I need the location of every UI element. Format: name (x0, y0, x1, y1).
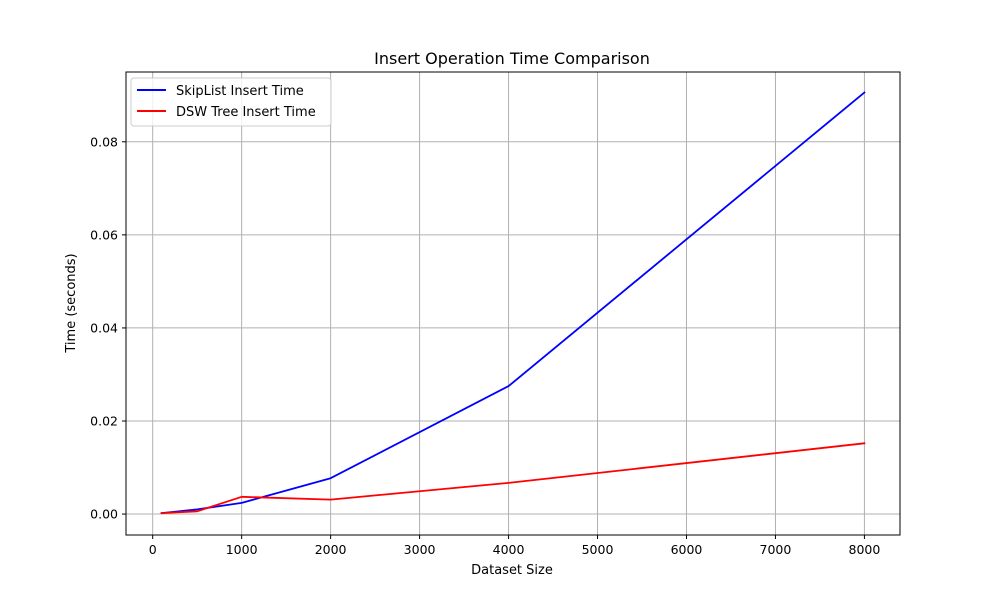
x-tick-label: 1000 (226, 542, 258, 557)
x-tick-label: 6000 (671, 542, 703, 557)
series-line-dsw-tree-insert-time (160, 442, 866, 515)
legend-label-dsw-tree: DSW Tree Insert Time (176, 105, 316, 120)
y-tick-label: 0.08 (90, 134, 118, 149)
x-tick-label: 8000 (849, 542, 881, 557)
y-tick-label: 0.00 (90, 507, 118, 522)
grid (126, 72, 900, 535)
y-tick-label: 0.06 (90, 227, 118, 242)
series-lines (160, 91, 866, 515)
x-tick-label: 0 (149, 542, 157, 557)
x-tick-label: 2000 (315, 542, 347, 557)
y-axis-label: Time (seconds) (64, 253, 79, 353)
y-tick-label: 0.04 (90, 320, 118, 335)
x-tick-label: 5000 (582, 542, 614, 557)
plot-area-frame (125, 71, 901, 536)
legend: SkipList Insert Time DSW Tree Insert Tim… (130, 77, 332, 127)
series-line-skiplist-insert-time (160, 91, 866, 515)
x-tick-label: 4000 (493, 542, 525, 557)
x-tick-label: 3000 (404, 542, 436, 557)
legend-label-skiplist: SkipList Insert Time (176, 84, 304, 99)
x-tick-label: 7000 (760, 542, 792, 557)
x-axis-label: Dataset Size (471, 563, 553, 578)
legend-box (130, 77, 332, 127)
chart-title: Insert Operation Time Comparison (374, 49, 650, 68)
y-tick-label: 0.02 (90, 413, 118, 428)
axis-ticks: 0 1000 2000 3000 4000 5000 6000 7000 8000 0.00 0.0… (90, 134, 880, 557)
